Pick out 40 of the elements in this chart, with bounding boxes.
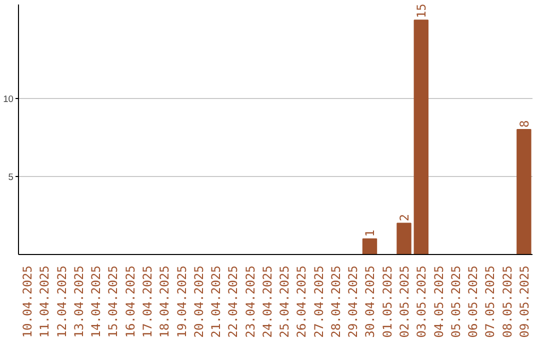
x-tick-label: 20.04.2025: [192, 265, 206, 338]
x-tick-label: 29.04.2025: [346, 265, 360, 338]
x-tick-label: 14.04.2025: [89, 265, 104, 338]
x-tick-label: 25.04.2025: [278, 265, 292, 338]
x-tick-label: 26.04.2025: [294, 265, 309, 338]
x-tick-label: 12.04.2025: [54, 265, 69, 338]
x-tick-label: 16.04.2025: [123, 265, 138, 338]
x-tick-label: 10.04.2025: [20, 265, 35, 338]
x-tick-label: 01.05.2025: [380, 265, 394, 338]
x-tick-label: 06.05.2025: [466, 265, 480, 338]
bar: [396, 222, 412, 254]
x-tick-label: 11.04.2025: [38, 265, 52, 338]
x-tick-label: 13.04.2025: [72, 265, 86, 338]
data-label: 2: [398, 214, 412, 222]
bar: [362, 238, 378, 254]
x-tick-label: 18.04.2025: [158, 265, 172, 338]
x-tick-label: 17.04.2025: [140, 265, 154, 338]
x-tick-label: 02.05.2025: [398, 265, 412, 338]
x-tick-label: 03.05.2025: [414, 265, 429, 338]
x-tick-label: 28.04.2025: [328, 265, 343, 338]
x-tick-label: 07.05.2025: [483, 265, 498, 338]
x-tick-label: 09.05.2025: [517, 265, 532, 338]
x-tick-label: 21.04.2025: [209, 265, 224, 338]
y-tick-label: 5: [8, 172, 14, 182]
x-tick-label: 05.05.2025: [448, 265, 463, 338]
x-tick-label: 24.04.2025: [260, 265, 274, 338]
bar: [516, 129, 532, 254]
x-tick-label: 23.04.2025: [243, 265, 258, 338]
x-tick-label: 08.05.2025: [500, 265, 514, 338]
x-tick-label: 27.04.2025: [312, 265, 326, 338]
y-tick-label: 10: [3, 94, 14, 104]
data-label: 8: [517, 120, 532, 128]
x-tick-label: 04.05.2025: [432, 265, 446, 338]
x-tick-label: 15.04.2025: [106, 265, 120, 338]
x-tick-label: 30.04.2025: [363, 265, 378, 338]
data-label: 15: [414, 4, 429, 18]
x-tick-label: 19.04.2025: [174, 265, 189, 338]
x-tick-label: 22.04.2025: [226, 265, 240, 338]
data-label: 1: [363, 230, 378, 237]
bar: [414, 20, 428, 254]
